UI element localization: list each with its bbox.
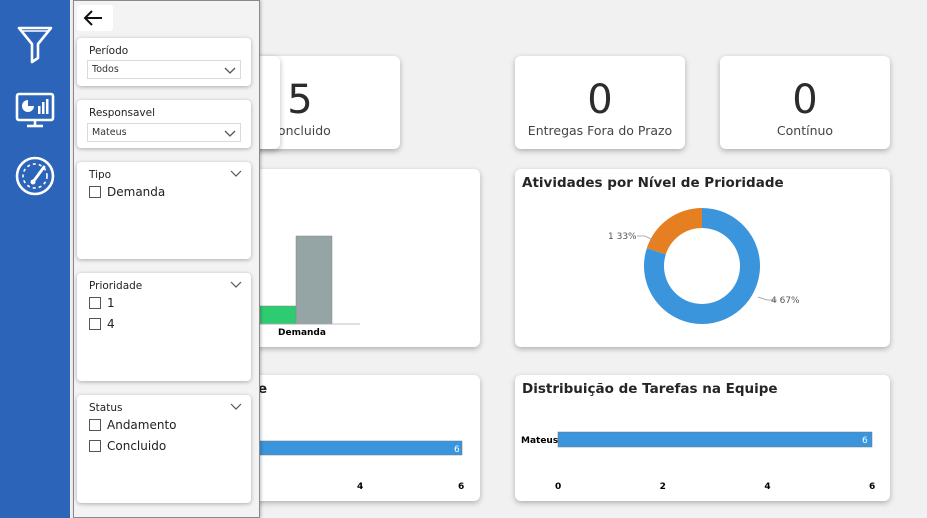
tipo-slicer: Tipo Demanda [77,162,251,259]
donut-slice-1 [646,208,702,255]
chevron-down-icon[interactable] [230,403,242,411]
prioridade-donut-chart[interactable]: Atividades por Nível de Prioridade 1 33%… [515,169,890,347]
dropdown-value: Todos [92,64,119,75]
responsavel-dropdown[interactable]: Mateus [87,123,241,142]
chart-title: Atividades por Nível de Prioridade [522,175,784,191]
prioridade-slicer: Prioridade 1 4 [77,273,251,381]
slicer-title: Responsavel [89,107,155,119]
kpi-label: Contínuo [776,123,834,138]
x-tick-6: 6 [869,482,875,492]
donut-slice-4 [644,208,760,324]
x-axis-ticks: 0 2 4 6 [555,482,875,492]
chevron-down-icon[interactable] [230,281,242,289]
back-button[interactable] [77,5,113,31]
filter-icon[interactable] [13,20,57,64]
dropdown-value: Mateus [92,127,127,138]
check-label: Andamento [107,418,177,432]
dashboard-monitor-icon[interactable] [13,88,57,132]
kpi-card-entregas-fora-prazo[interactable]: 0 Entregas Fora do Prazo [515,56,685,149]
report-canvas: 5 Concluido 0 Entregas Fora do Prazo 0 C… [70,0,927,518]
periodo-dropdown[interactable]: Todos [87,60,241,79]
bar-demanda-series-1 [259,305,297,325]
x-tick-4: 4 [357,482,363,492]
responsavel-slicer: Responsavel Mateus [77,100,251,148]
chevron-down-icon [224,130,236,137]
filter-pane: Período Todos Responsavel Mateus Tipo De… [73,0,260,518]
kpi-label: Concluido [269,123,331,138]
leader-line-1 [637,235,656,242]
data-label: 6 [454,445,460,455]
check-label: Demanda [107,185,166,199]
status-bar-plot: 6 4 6 [200,440,464,492]
chevron-down-icon [224,67,236,74]
arrow-left-icon [83,10,102,26]
checkbox[interactable] [89,440,101,452]
kpi-label: Entregas Fora do Prazo [527,123,673,138]
leader-line-4 [757,296,777,301]
checkbox[interactable] [89,318,101,330]
status-slicer: Status Andamento Concluido [77,395,251,503]
checkbox[interactable] [89,419,101,431]
nav-rail [0,0,70,518]
bar-demanda-series-2 [295,235,333,325]
data-label: 6 [862,436,868,446]
donut-plot: 1 33% 4 67% [608,208,800,324]
slicer-title: Período [89,45,129,57]
slice-label-1: 1 33% [608,232,637,242]
slice-label-4: 4 67% [771,296,800,306]
check-label: Concluido [107,439,167,453]
tipo-column-plot: Demanda [240,235,360,338]
x-tick-4: 4 [764,482,770,492]
x-tick-6: 6 [458,482,464,492]
bar-mateus [557,431,873,448]
periodo-slicer: Período Todos [77,38,251,86]
distribuicao-bar-chart[interactable]: Distribuição de Tarefas na Equipe Mateus… [515,375,890,501]
slicer-title: Status [89,402,123,414]
kpi-value: 5 [287,77,313,123]
kpi-card-continuo[interactable]: 0 Contínuo [720,56,890,149]
distribuicao-plot: Mateus 6 0 2 4 6 [521,431,875,492]
chevron-down-icon[interactable] [230,170,242,178]
check-label: 4 [107,317,115,331]
slicer-title: Tipo [89,169,112,181]
kpi-value: 0 [587,77,613,123]
chart-title: Distribuição de Tarefas na Equipe [522,381,778,397]
slicer-title: Prioridade [89,280,143,292]
check-label: 1 [107,296,115,310]
checkbox[interactable] [89,186,101,198]
chart-title-fragment: e [258,381,268,397]
x-tick-demanda: Demanda [278,328,326,338]
x-tick-2: 2 [660,482,666,492]
bar-status [200,440,463,456]
checkbox[interactable] [89,297,101,309]
speedometer-icon[interactable] [13,154,57,198]
kpi-value: 0 [792,77,818,123]
x-tick-0: 0 [555,482,561,492]
y-tick-mateus: Mateus [521,436,558,446]
